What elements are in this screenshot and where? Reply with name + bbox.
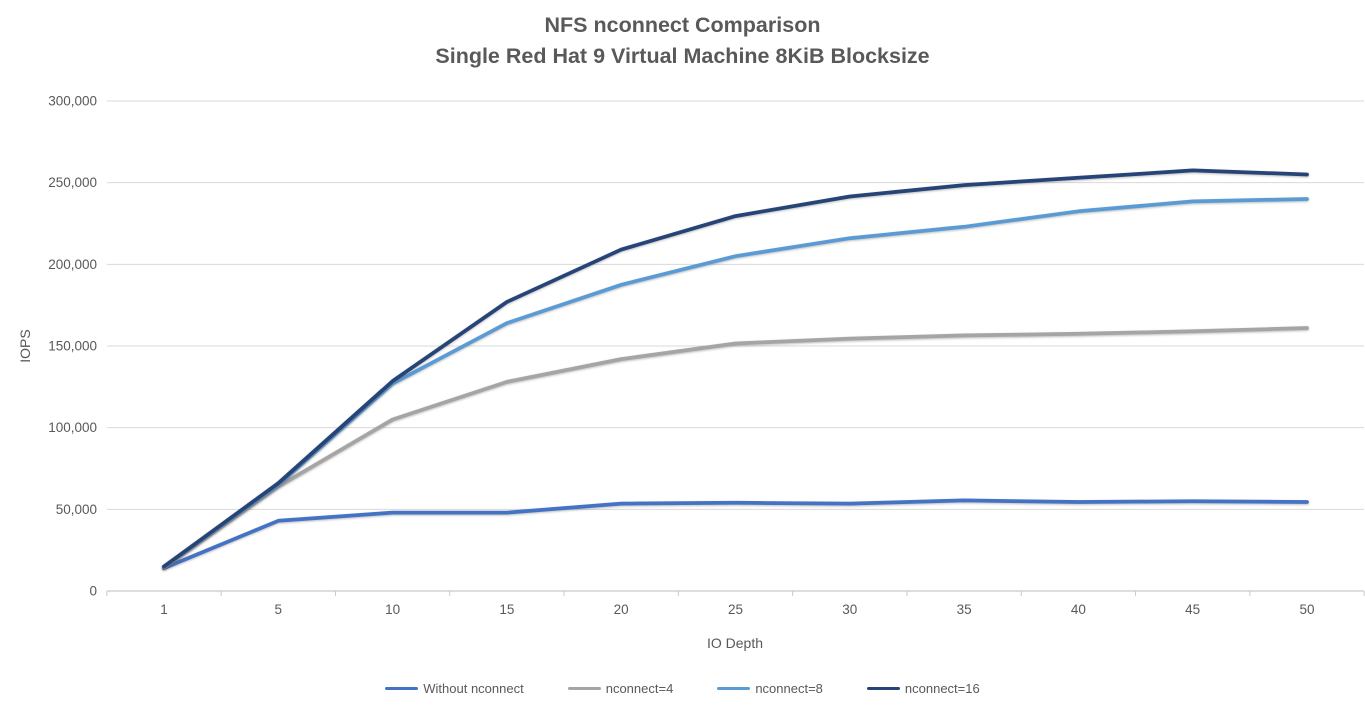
x-axis-tick-label: 15 — [499, 602, 514, 617]
legend-line-swatch — [866, 686, 900, 691]
legend-label: Without nconnect — [423, 681, 524, 696]
axis-layer: 0 50,000 100,000 150,000 200,000 250,000 300,0… — [48, 94, 1365, 617]
x-axis-tick-label: 5 — [275, 602, 283, 617]
x-axis-tick-label: 1 — [160, 602, 168, 617]
y-axis-tick-label: 50,000 — [56, 502, 97, 517]
y-axis-tick-label: 100,000 — [48, 420, 97, 435]
chart-title-line2: Single Red Hat 9 Virtual Machine 8KiB Bl… — [435, 44, 930, 68]
series-layer — [162, 168, 1309, 570]
legend-label: nconnect=8 — [755, 681, 823, 696]
x-axis-title: IO Depth — [707, 635, 763, 651]
legend-line-swatch — [567, 686, 601, 691]
gridline-layer — [107, 100, 1364, 510]
x-axis-tick-label: 35 — [957, 602, 972, 617]
chart-title: NFS nconnect Comparison Single Red Hat 9… — [0, 10, 1365, 72]
x-axis-tick-label: 30 — [842, 602, 857, 617]
legend-line-swatch — [385, 686, 419, 691]
y-axis-tick-label: 0 — [89, 584, 97, 599]
legend-item-nconnect-16: nconnect=16 — [866, 681, 980, 696]
x-axis-tick-label: 20 — [614, 602, 629, 617]
x-axis-tick-label: 10 — [385, 602, 400, 617]
series-line-nconnect-8 — [162, 197, 1309, 569]
x-axis-tick-label: 50 — [1299, 602, 1314, 617]
x-axis-tick-label: 45 — [1185, 602, 1200, 617]
legend-item-without-nconnect: Without nconnect — [385, 681, 524, 696]
legend-item-nconnect-4: nconnect=4 — [567, 681, 674, 696]
y-axis-tick-label: 200,000 — [48, 257, 97, 272]
legend-label: nconnect=16 — [904, 681, 980, 696]
x-axis-tick-label: 25 — [728, 602, 743, 617]
legend-line-swatch — [717, 686, 751, 691]
y-axis-tick-label: 250,000 — [48, 175, 97, 190]
series-line-nconnect-16 — [162, 168, 1309, 569]
series-line-nconnect-4 — [162, 326, 1309, 570]
y-axis-tick-label: 300,000 — [48, 94, 97, 109]
legend-label: nconnect=4 — [605, 681, 674, 696]
x-axis-tick-label: 40 — [1071, 602, 1086, 617]
y-axis-tick-label: 150,000 — [48, 339, 97, 354]
chart-title-line1: NFS nconnect Comparison — [544, 13, 821, 37]
series-line-without-nconnect — [162, 498, 1309, 570]
legend-item-nconnect-8: nconnect=8 — [717, 681, 823, 696]
chart-legend: Without nconnect nconnect=4 nconnect=8 n… — [0, 681, 1365, 696]
y-axis-title: IOPS — [17, 329, 33, 362]
